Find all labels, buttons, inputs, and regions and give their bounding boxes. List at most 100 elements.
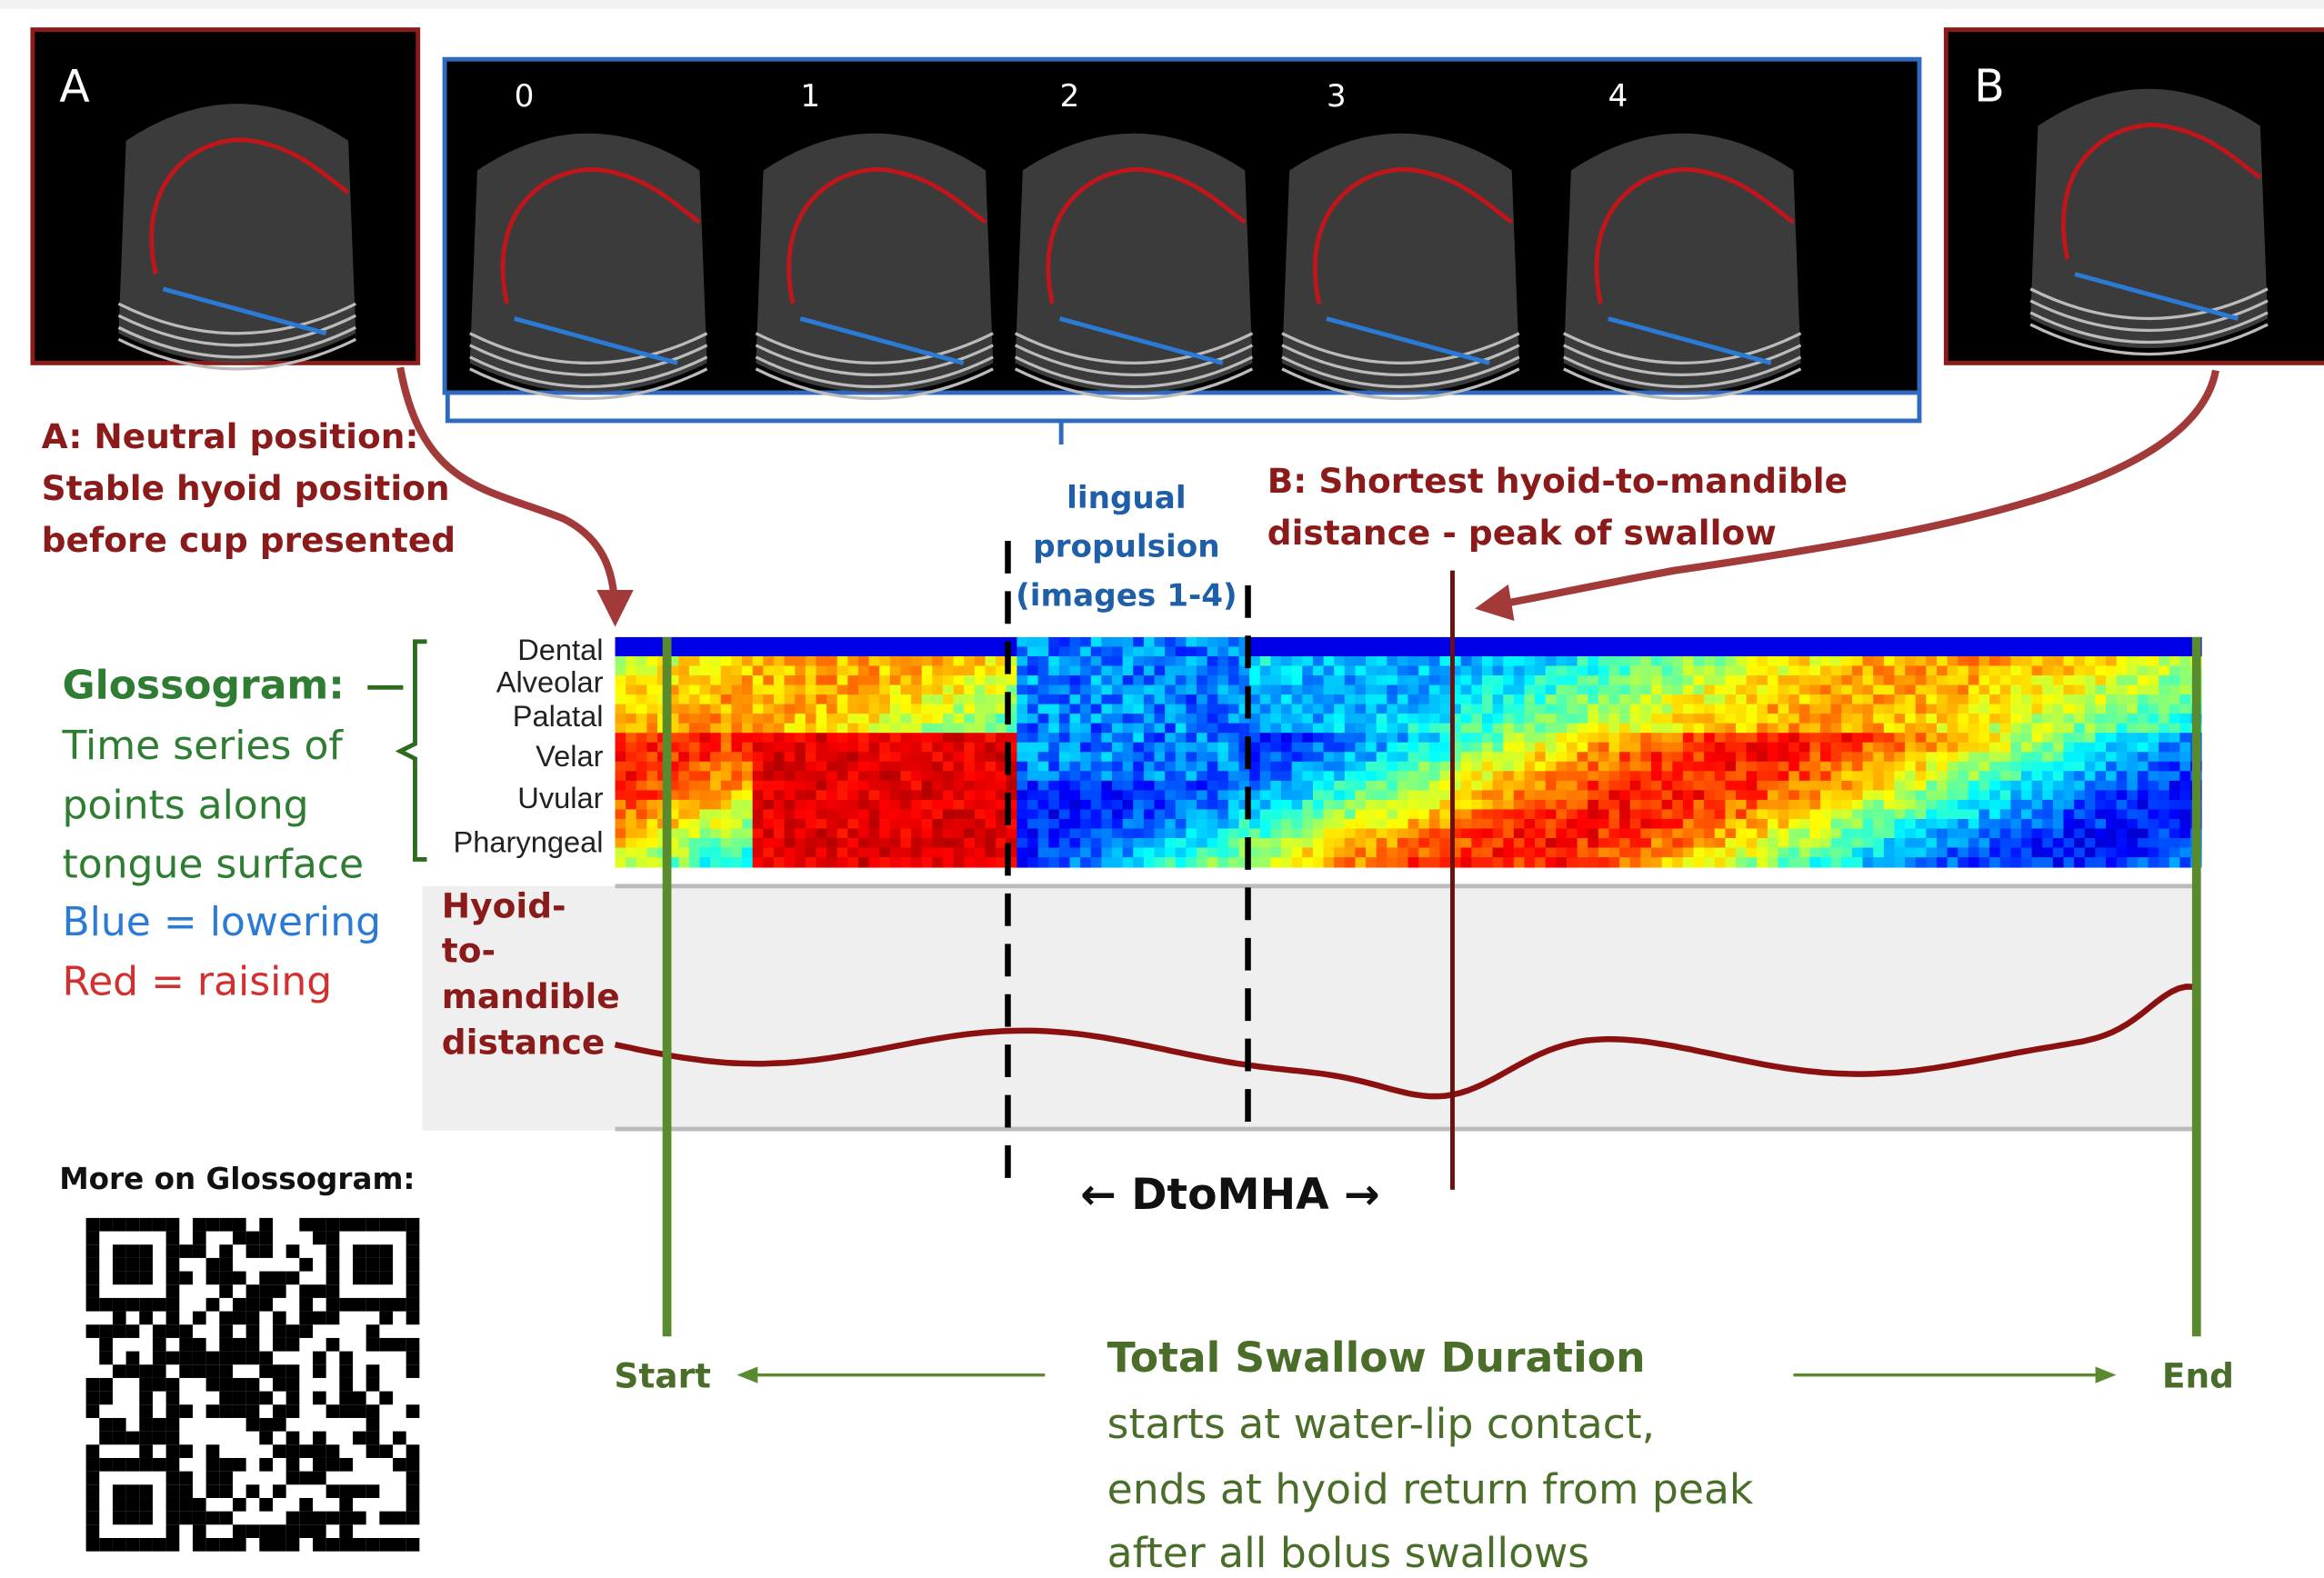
heatmap-cell xyxy=(1270,675,1282,686)
heatmap-cell xyxy=(890,819,902,830)
heatmap-cell xyxy=(1937,666,1948,677)
heatmap-cell xyxy=(1144,848,1156,859)
heatmap-cell xyxy=(1027,704,1039,715)
heatmap-cell xyxy=(1598,685,1610,696)
heatmap-cell xyxy=(816,800,827,811)
heatmap-cell xyxy=(1831,724,1843,734)
heatmap-cell xyxy=(626,771,637,782)
heatmap-cell xyxy=(2179,666,2191,677)
heatmap-cell xyxy=(1937,790,1948,801)
heatmap-cell xyxy=(1578,781,1589,792)
heatmap-cell xyxy=(2053,762,2065,773)
heatmap-cell xyxy=(1228,848,1240,859)
heatmap-cell xyxy=(922,857,934,868)
heatmap-cell xyxy=(922,656,934,667)
heatmap-cell xyxy=(1429,828,1441,839)
heatmap-cell xyxy=(2127,637,2139,648)
heatmap-cell xyxy=(626,848,637,859)
heatmap-cell xyxy=(1640,771,1652,782)
heatmap-cell xyxy=(1324,685,1336,696)
heatmap-cell xyxy=(1715,781,1727,792)
heatmap-cell xyxy=(1027,857,1039,868)
heatmap-cell xyxy=(890,771,902,782)
heatmap-cell xyxy=(1978,800,1990,811)
heatmap-cell xyxy=(1334,828,1346,839)
heatmap-cell xyxy=(1968,637,1980,648)
heatmap-cell xyxy=(1948,771,1959,782)
heatmap-cell xyxy=(1619,694,1631,705)
heatmap-cell xyxy=(626,790,637,801)
heatmap-cell xyxy=(1503,762,1515,773)
heatmap-cell xyxy=(1757,828,1768,839)
heatmap-cell xyxy=(1958,762,1969,773)
qr-module xyxy=(179,1324,193,1338)
heatmap-cell xyxy=(636,724,648,734)
heatmap-cell xyxy=(1408,685,1420,696)
heatmap-cell xyxy=(2074,762,2086,773)
heatmap-cell xyxy=(2106,675,2118,686)
heatmap-cell xyxy=(2053,857,2065,868)
heatmap-cell xyxy=(1493,685,1505,696)
heatmap-cell xyxy=(1260,762,1272,773)
qr-module xyxy=(86,1272,100,1285)
heatmap-cell xyxy=(964,819,976,830)
heatmap-cell xyxy=(626,857,637,868)
heatmap-cell xyxy=(1324,781,1336,792)
heatmap-cell xyxy=(1873,800,1885,811)
heatmap-cell xyxy=(2169,685,2181,696)
heatmap-cell xyxy=(1017,656,1028,667)
heatmap-cell xyxy=(1524,724,1536,734)
qr-module xyxy=(166,1258,180,1272)
heatmap-cell xyxy=(1841,762,1853,773)
heatmap-cell xyxy=(1926,800,1938,811)
heatmap-cell xyxy=(964,781,976,792)
heatmap-cell xyxy=(1841,848,1853,859)
heatmap-cell xyxy=(710,733,722,744)
heatmap-cell xyxy=(1514,666,1526,677)
heatmap-cell xyxy=(1038,637,1050,648)
heatmap-cell xyxy=(1355,828,1367,839)
qr-module xyxy=(99,1218,113,1232)
heatmap-cell xyxy=(964,762,976,773)
heatmap-cell xyxy=(1418,646,1430,657)
heatmap-cell xyxy=(1757,838,1768,849)
heatmap-cell xyxy=(1313,656,1325,667)
heatmap-cell xyxy=(1757,819,1768,830)
qr-module xyxy=(286,1432,300,1445)
heatmap-cell xyxy=(837,800,849,811)
heatmap-cell xyxy=(922,752,934,763)
heatmap-cell xyxy=(2053,675,2065,686)
heatmap-cell xyxy=(646,675,658,686)
heatmap-cell xyxy=(1598,752,1610,763)
qr-module xyxy=(219,1324,233,1338)
heatmap-cell xyxy=(1683,809,1695,820)
heatmap-cell xyxy=(1725,714,1737,724)
heatmap-cell xyxy=(1937,819,1948,830)
qr-module xyxy=(246,1418,260,1432)
heatmap-cell xyxy=(1186,685,1197,696)
heatmap-cell xyxy=(700,666,712,677)
heatmap-cell xyxy=(826,752,838,763)
heatmap-cell xyxy=(1820,828,1832,839)
heatmap-cell xyxy=(911,800,923,811)
heatmap-cell xyxy=(1651,656,1663,667)
heatmap-cell xyxy=(2095,714,2107,724)
heatmap-cell xyxy=(1471,675,1483,686)
heatmap-cell xyxy=(2138,819,2149,830)
heatmap-cell xyxy=(1260,704,1272,715)
frame-label: 4 xyxy=(1608,78,1628,115)
heatmap-cell xyxy=(700,790,712,801)
heatmap-cell xyxy=(1186,714,1197,724)
heatmap-cell xyxy=(1546,694,1558,705)
heatmap-cell xyxy=(1524,857,1536,868)
heatmap-cell xyxy=(2149,800,2160,811)
heatmap-cell xyxy=(1978,694,1990,705)
heatmap-cell xyxy=(1926,646,1938,657)
heatmap-cell xyxy=(1418,733,1430,744)
heatmap-cell xyxy=(1535,704,1547,715)
heatmap-cell xyxy=(1948,781,1959,792)
heatmap-cell xyxy=(2127,704,2139,715)
heatmap-cell xyxy=(1948,857,1959,868)
heatmap-cell xyxy=(1768,724,1779,734)
heatmap-cell xyxy=(2179,733,2191,744)
